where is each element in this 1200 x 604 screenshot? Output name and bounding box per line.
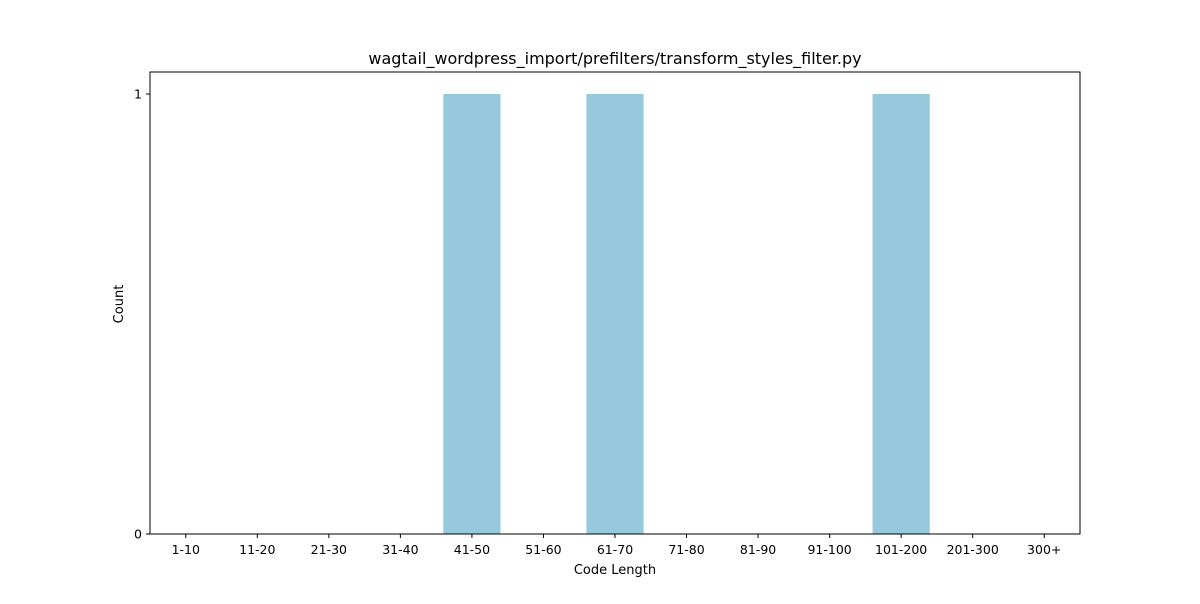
x-tick-label: 51-60 [525, 542, 561, 557]
x-tick-label: 41-50 [454, 542, 490, 557]
bar-61-70 [586, 94, 644, 534]
x-tick-label: 31-40 [382, 542, 418, 557]
x-tick-label: 61-70 [597, 542, 633, 557]
y-axis-label: Count [112, 285, 127, 324]
x-axis-label: Code Length [574, 563, 656, 578]
x-tick-label: 201-300 [947, 542, 999, 557]
x-tick-label: 71-80 [668, 542, 704, 557]
chart-title: wagtail_wordpress_import/prefilters/tran… [368, 49, 861, 69]
x-tick-label: 91-100 [807, 542, 851, 557]
x-axis-ticks: 1-10 11-20 21-30 31-40 41-50 51-60 61-70 71-80 8… [172, 534, 1061, 557]
y-tick-label: 1 [134, 87, 142, 102]
x-tick-label: 21-30 [311, 542, 347, 557]
y-axis-ticks: 01 [134, 87, 150, 542]
x-tick-label: 81-90 [740, 542, 776, 557]
x-tick-label: 1-10 [172, 542, 200, 557]
x-tick-label: 101-200 [875, 542, 927, 557]
x-tick-label: 11-20 [239, 542, 275, 557]
x-tick-label: 300+ [1027, 542, 1061, 557]
bar-41-50 [443, 94, 501, 534]
bars-layer [443, 94, 930, 534]
y-tick-label: 0 [134, 527, 142, 542]
bar-101-200 [872, 94, 930, 534]
